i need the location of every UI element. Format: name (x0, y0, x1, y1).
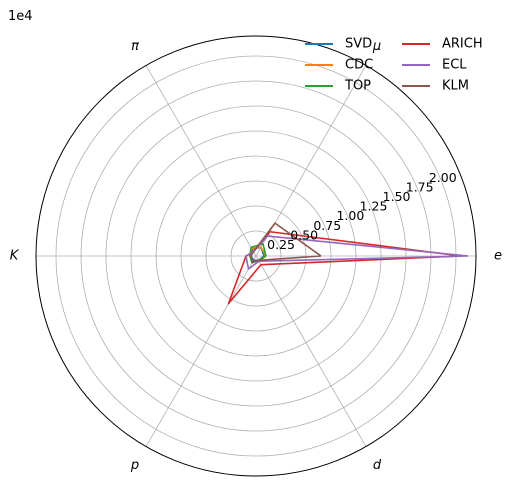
series-lines (227, 222, 469, 305)
category-label: μ (372, 39, 381, 54)
scale-offset-label: 1e4 (8, 9, 33, 24)
angular-gridlines (36, 65, 476, 447)
radial-tick-label: 1.25 (360, 199, 388, 214)
legend-label: ECL (442, 58, 467, 73)
legend-label: ARICH (442, 37, 483, 52)
series-line-klm (250, 222, 322, 263)
category-label: d (373, 458, 382, 473)
legend-label: TOP (344, 79, 371, 94)
category-label: p (130, 458, 139, 473)
legend-label: CDC (345, 58, 373, 73)
polar-frame (35, 35, 477, 477)
radial-tick-labels: 0.250.500.751.001.251.501.752.00 (267, 170, 457, 252)
radial-tick-label: 2.00 (429, 170, 457, 185)
legend: SVD CDC TOP ARICH ECL KLM (305, 37, 483, 94)
radial-tick-label: 1.00 (336, 208, 364, 223)
category-label: π (131, 39, 139, 54)
radial-tick-label: 0.50 (290, 227, 318, 242)
radial-tick-label: 0.25 (267, 237, 295, 252)
angular-gridline (145, 65, 257, 257)
legend-label: SVD (345, 37, 372, 52)
legend-label: KLM (442, 79, 469, 94)
radial-tick-label: 1.75 (406, 180, 434, 195)
angular-gridline (145, 255, 257, 447)
radial-tick-label: 1.50 (383, 189, 411, 204)
radial-tick-label: 0.75 (313, 218, 341, 233)
category-label: K (10, 249, 20, 264)
category-labels: e μ π Kp d (10, 39, 502, 473)
series-line-ecl (245, 235, 469, 270)
category-label: e (494, 249, 502, 264)
angular-gridline (255, 255, 367, 447)
